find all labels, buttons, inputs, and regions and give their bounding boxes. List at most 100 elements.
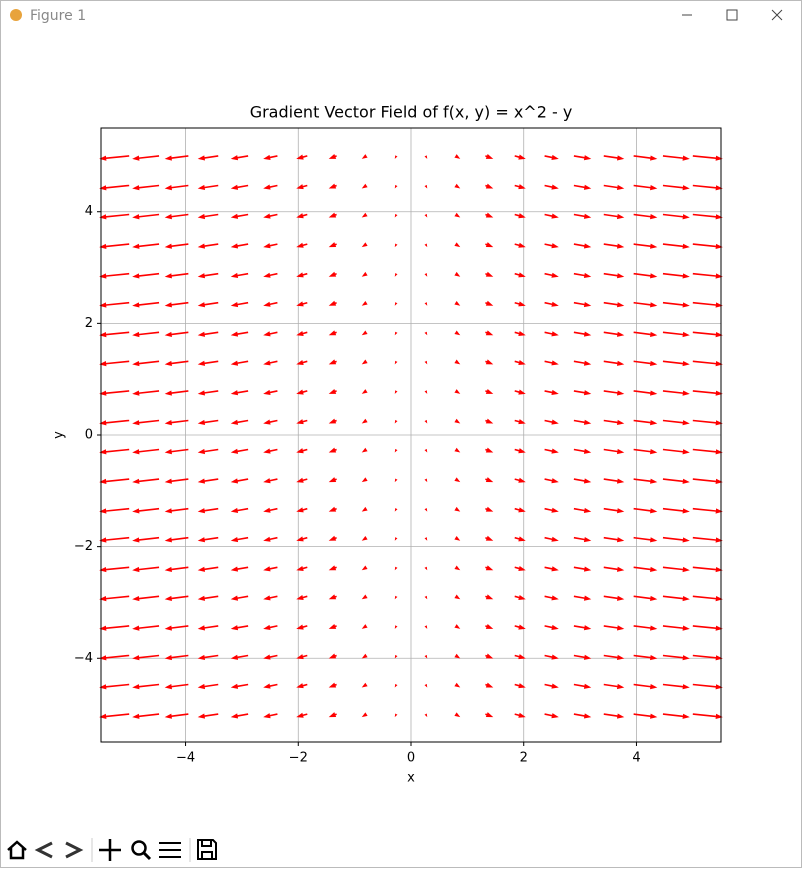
arrow: [692, 566, 723, 573]
arrow: [692, 243, 723, 249]
arrow: [485, 388, 494, 394]
arrow: [514, 213, 526, 219]
arrow: [633, 713, 658, 719]
arrow: [424, 155, 428, 159]
x-tick-label: −2: [289, 751, 308, 766]
arrow: [544, 507, 559, 513]
x-axis-label: x: [407, 771, 415, 786]
arrow: [197, 272, 219, 279]
arrow: [230, 536, 249, 543]
arrow: [544, 566, 559, 572]
arrow: [633, 478, 658, 484]
arrow: [328, 153, 337, 159]
arrow: [296, 448, 308, 454]
arrow: [197, 331, 219, 337]
arrow: [361, 418, 368, 424]
maximize-button[interactable]: [726, 9, 738, 21]
arrow: [361, 653, 368, 659]
arrow: [394, 478, 398, 483]
arrow: [197, 390, 219, 396]
arrow: [573, 625, 592, 631]
arrow: [164, 683, 189, 690]
arrow: [662, 390, 690, 396]
arrow: [230, 331, 249, 337]
arrow: [132, 566, 160, 573]
arrow: [662, 683, 690, 690]
configure-button[interactable]: [159, 842, 181, 858]
arrow: [296, 213, 308, 219]
arrow: [485, 682, 494, 688]
arrow: [514, 242, 526, 248]
arrow: [603, 536, 625, 543]
arrow: [544, 301, 559, 307]
arrow: [361, 330, 368, 336]
arrow: [454, 271, 461, 277]
arrow: [361, 447, 368, 453]
arrow: [692, 683, 723, 690]
arrow: [485, 535, 494, 541]
arrow: [454, 300, 461, 306]
arrow: [164, 213, 189, 220]
arrow: [361, 535, 368, 541]
arrow: [132, 595, 160, 602]
close-button[interactable]: [771, 9, 783, 21]
arrow: [514, 301, 526, 307]
arrow: [692, 507, 723, 514]
arrow: [424, 683, 428, 688]
arrow: [328, 300, 337, 306]
arrow: [514, 330, 526, 336]
arrow: [132, 184, 160, 191]
arrow: [485, 359, 494, 365]
arrow: [485, 477, 494, 483]
arrow: [328, 477, 337, 483]
arrow: [633, 654, 658, 661]
arrow: [394, 390, 398, 394]
arrow: [603, 390, 625, 396]
arrow: [573, 184, 592, 190]
arrow: [197, 654, 219, 661]
arrow: [514, 389, 526, 395]
arrow: [692, 478, 723, 484]
arrow: [454, 565, 461, 571]
arrow: [132, 390, 160, 396]
y-tick-label: 0: [85, 428, 93, 443]
arrow: [361, 183, 368, 189]
arrow: [164, 595, 189, 602]
arrow: [485, 212, 494, 218]
arrow: [424, 566, 428, 571]
forward-button[interactable]: [65, 841, 84, 859]
arrow: [573, 654, 592, 660]
arrow: [197, 419, 219, 426]
arrow: [662, 448, 690, 455]
arrow: [514, 477, 526, 483]
arrow: [544, 184, 559, 190]
arrow: [692, 419, 723, 426]
arrow: [132, 360, 160, 367]
arrow: [544, 448, 559, 454]
arrow: [485, 653, 494, 659]
arrow: [692, 213, 723, 220]
arrow: [573, 155, 592, 161]
arrow: [424, 331, 428, 336]
x-tick-label: 0: [407, 751, 415, 766]
arrow: [603, 507, 625, 514]
arrow: [573, 713, 592, 719]
save-button[interactable]: [197, 839, 217, 860]
arrow: [230, 272, 249, 279]
arrow: [454, 594, 461, 600]
arrow: [514, 154, 526, 160]
arrow: [296, 272, 308, 278]
arrow: [514, 448, 526, 454]
zoom-button[interactable]: [131, 840, 152, 861]
arrow: [633, 683, 658, 690]
pan-button[interactable]: [99, 839, 121, 861]
home-button[interactable]: [7, 840, 27, 860]
arrow: [394, 331, 398, 336]
arrow: [230, 595, 249, 601]
arrow: [633, 566, 658, 572]
arrow: [361, 242, 368, 248]
back-button[interactable]: [34, 841, 53, 859]
arrow: [296, 477, 308, 483]
arrow: [99, 713, 130, 719]
